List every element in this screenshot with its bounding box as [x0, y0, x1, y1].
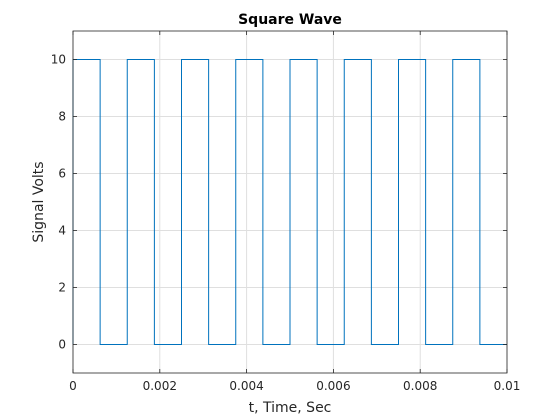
x-tick-label: 0.008: [403, 379, 437, 393]
x-axis-label: t, Time, Sec: [249, 400, 332, 416]
axes-box: [72, 30, 508, 374]
y-tick-label: 6: [58, 167, 66, 181]
y-tick-label: 0: [58, 338, 66, 352]
chart-title: Square Wave: [238, 12, 342, 28]
x-tick-label: 0.01: [494, 379, 521, 393]
y-tick-label: 8: [58, 110, 66, 124]
y-tick-label: 2: [58, 281, 66, 295]
y-tick-label: 4: [58, 224, 66, 238]
x-tick-label: 0.004: [229, 379, 263, 393]
square-wave-line: [72, 59, 507, 345]
x-tick-label: 0.002: [143, 379, 177, 393]
ticks: 0 0.002 0.004 0.006 0.008 0.01 0 2 4 6 8 10: [51, 31, 521, 393]
x-tick-label: 0: [69, 379, 77, 393]
y-tick-label: 10: [51, 53, 66, 67]
series-group: [72, 59, 507, 345]
y-axis-label: Signal Volts: [31, 161, 47, 242]
x-tick-label: 0.006: [316, 379, 350, 393]
